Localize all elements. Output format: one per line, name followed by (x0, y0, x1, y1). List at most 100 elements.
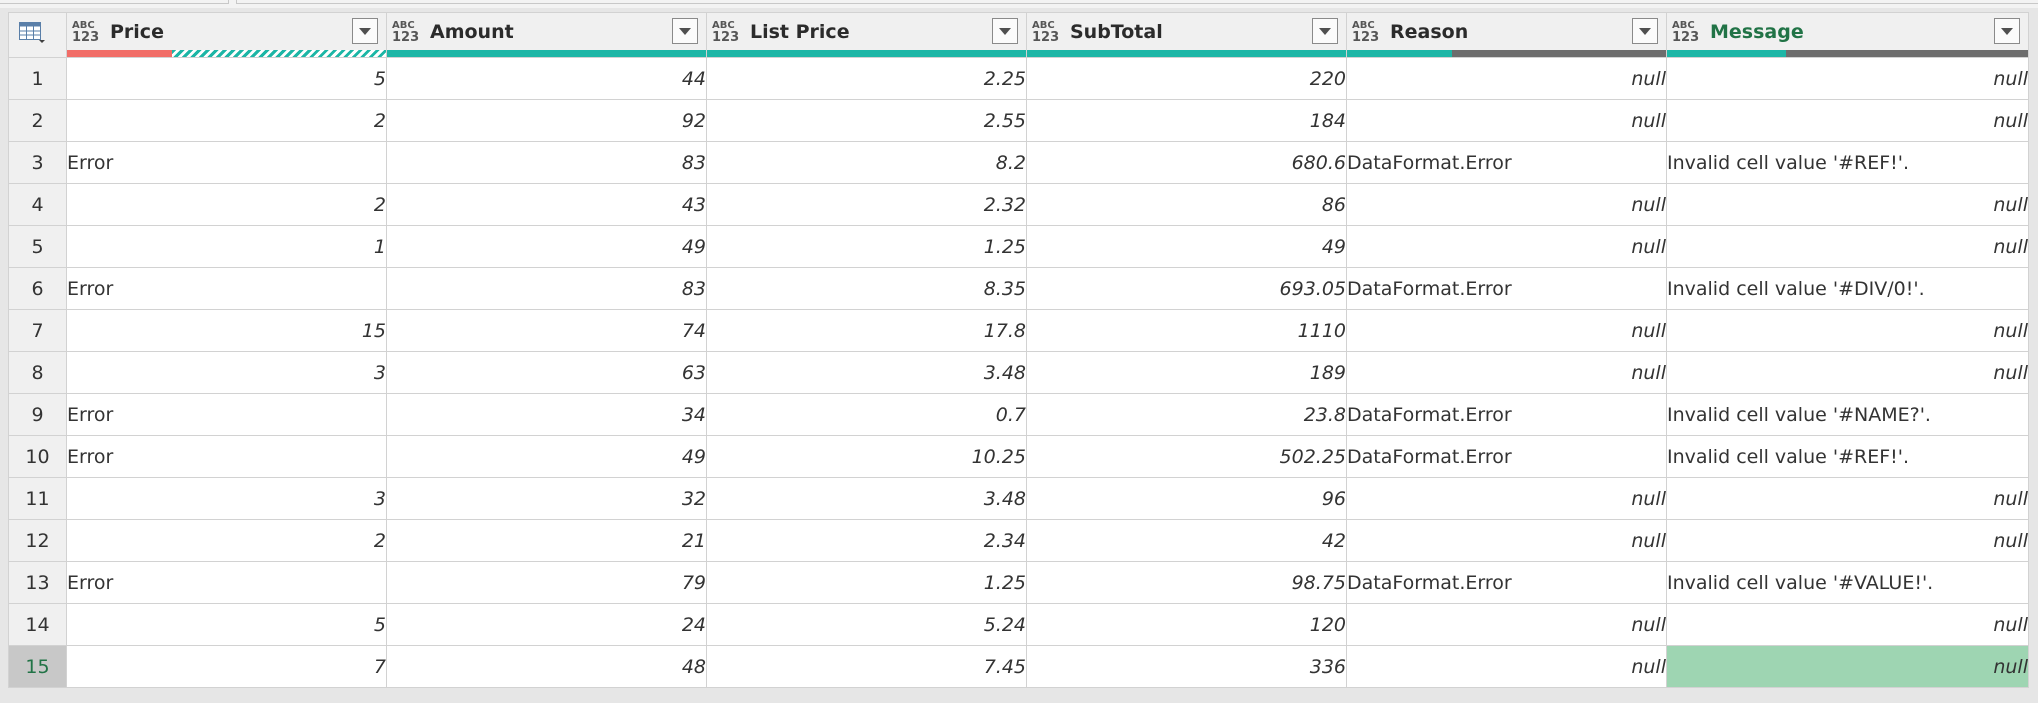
row-number[interactable]: 14 (8, 603, 67, 646)
cell-reason[interactable]: null (1346, 225, 1667, 268)
cell-list-price[interactable]: 0.7 (706, 393, 1027, 436)
cell-subtotal[interactable]: 336 (1026, 645, 1347, 688)
cell-message[interactable]: Invalid cell value '#VALUE!'. (1666, 561, 2029, 604)
cell-subtotal[interactable]: 220 (1026, 57, 1347, 100)
cell-price[interactable]: 5 (66, 603, 387, 646)
cell-reason[interactable]: null (1346, 99, 1667, 142)
cell-amount[interactable]: 49 (386, 225, 707, 268)
cell-reason[interactable]: DataFormat.Error (1346, 435, 1667, 478)
cell-reason[interactable]: null (1346, 309, 1667, 352)
cell-message[interactable]: Invalid cell value '#NAME?'. (1666, 393, 2029, 436)
cell-message[interactable]: null (1666, 309, 2029, 352)
row-number[interactable]: 4 (8, 183, 67, 226)
cell-list-price[interactable]: 7.45 (706, 645, 1027, 688)
column-filter-dropdown[interactable] (1312, 18, 1338, 44)
cell-amount[interactable]: 49 (386, 435, 707, 478)
cell-message[interactable]: Invalid cell value '#REF!'. (1666, 141, 2029, 184)
cell-message[interactable]: null (1666, 183, 2029, 226)
row-number[interactable]: 9 (8, 393, 67, 436)
cell-reason[interactable]: DataFormat.Error (1346, 141, 1667, 184)
row-number[interactable]: 10 (8, 435, 67, 478)
any-type-icon[interactable]: ABC 123 (1672, 20, 1700, 45)
cell-list-price[interactable]: 2.25 (706, 57, 1027, 100)
cell-amount[interactable]: 48 (386, 645, 707, 688)
cell-reason[interactable]: null (1346, 603, 1667, 646)
any-type-icon[interactable]: ABC 123 (72, 20, 100, 45)
cell-list-price[interactable]: 10.25 (706, 435, 1027, 478)
cell-price[interactable]: 5 (66, 57, 387, 100)
cell-list-price[interactable]: 3.48 (706, 477, 1027, 520)
cell-price[interactable]: 3 (66, 351, 387, 394)
cell-reason[interactable]: null (1346, 351, 1667, 394)
cell-list-price[interactable]: 3.48 (706, 351, 1027, 394)
cell-list-price[interactable]: 2.55 (706, 99, 1027, 142)
column-header-message[interactable]: ABC 123 Message (1666, 12, 2029, 58)
cell-message[interactable]: null (1666, 603, 2029, 646)
row-number[interactable]: 5 (8, 225, 67, 268)
column-filter-dropdown[interactable] (672, 18, 698, 44)
column-header-list-price[interactable]: ABC 123 List Price (706, 12, 1027, 58)
cell-reason[interactable]: null (1346, 183, 1667, 226)
cell-list-price[interactable]: 1.25 (706, 225, 1027, 268)
column-filter-dropdown[interactable] (992, 18, 1018, 44)
cell-price[interactable]: 15 (66, 309, 387, 352)
cell-subtotal[interactable]: 680.6 (1026, 141, 1347, 184)
row-number[interactable]: 1 (8, 57, 67, 100)
cell-price-error[interactable]: Error (66, 267, 387, 310)
cell-price-error[interactable]: Error (66, 141, 387, 184)
cell-reason[interactable]: DataFormat.Error (1346, 267, 1667, 310)
any-type-icon[interactable]: ABC 123 (1352, 20, 1380, 45)
row-number[interactable]: 11 (8, 477, 67, 520)
cell-message[interactable]: null (1666, 351, 2029, 394)
column-filter-dropdown[interactable] (1994, 18, 2020, 44)
cell-list-price[interactable]: 1.25 (706, 561, 1027, 604)
column-header-price[interactable]: ABC 123 Price (66, 12, 387, 58)
row-number[interactable]: 8 (8, 351, 67, 394)
cell-price-error[interactable]: Error (66, 561, 387, 604)
cell-amount[interactable]: 44 (386, 57, 707, 100)
column-header-subtotal[interactable]: ABC 123 SubTotal (1026, 12, 1347, 58)
cell-list-price[interactable]: 2.34 (706, 519, 1027, 562)
cell-subtotal[interactable]: 96 (1026, 477, 1347, 520)
cell-amount[interactable]: 24 (386, 603, 707, 646)
cell-amount[interactable]: 92 (386, 99, 707, 142)
cell-list-price[interactable]: 5.24 (706, 603, 1027, 646)
cell-subtotal[interactable]: 42 (1026, 519, 1347, 562)
row-number[interactable]: 6 (8, 267, 67, 310)
cell-amount[interactable]: 79 (386, 561, 707, 604)
cell-amount[interactable]: 63 (386, 351, 707, 394)
cell-message[interactable]: null (1666, 225, 2029, 268)
cell-price[interactable]: 3 (66, 477, 387, 520)
cell-subtotal[interactable]: 120 (1026, 603, 1347, 646)
cell-amount[interactable]: 21 (386, 519, 707, 562)
row-number[interactable]: 12 (8, 519, 67, 562)
cell-message[interactable]: null (1666, 519, 2029, 562)
any-type-icon[interactable]: ABC 123 (392, 20, 420, 45)
cell-list-price[interactable]: 2.32 (706, 183, 1027, 226)
column-filter-dropdown[interactable] (352, 18, 378, 44)
cell-price-error[interactable]: Error (66, 393, 387, 436)
cell-message[interactable]: Invalid cell value '#REF!'. (1666, 435, 2029, 478)
cell-message[interactable]: null (1666, 477, 2029, 520)
cell-list-price[interactable]: 8.2 (706, 141, 1027, 184)
cell-reason[interactable]: null (1346, 477, 1667, 520)
column-filter-dropdown[interactable] (1632, 18, 1658, 44)
row-number[interactable]: 7 (8, 309, 67, 352)
cell-subtotal[interactable]: 1110 (1026, 309, 1347, 352)
cell-price-error[interactable]: Error (66, 435, 387, 478)
cell-message-selected[interactable]: null (1666, 645, 2029, 688)
cell-reason[interactable]: null (1346, 645, 1667, 688)
cell-price[interactable]: 1 (66, 225, 387, 268)
cell-subtotal[interactable]: 49 (1026, 225, 1347, 268)
cell-list-price[interactable]: 17.8 (706, 309, 1027, 352)
cell-message[interactable]: null (1666, 99, 2029, 142)
cell-amount[interactable]: 34 (386, 393, 707, 436)
cell-reason[interactable]: DataFormat.Error (1346, 561, 1667, 604)
cell-subtotal[interactable]: 189 (1026, 351, 1347, 394)
any-type-icon[interactable]: ABC 123 (712, 20, 740, 45)
cell-amount[interactable]: 43 (386, 183, 707, 226)
cell-price[interactable]: 2 (66, 99, 387, 142)
column-header-reason[interactable]: ABC 123 Reason (1346, 12, 1667, 58)
cell-price[interactable]: 2 (66, 183, 387, 226)
cell-price[interactable]: 7 (66, 645, 387, 688)
